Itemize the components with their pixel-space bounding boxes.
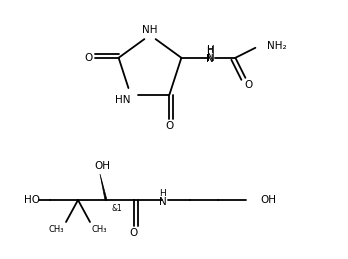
Text: O: O xyxy=(165,121,174,131)
Text: H: H xyxy=(160,189,166,198)
Text: NH: NH xyxy=(142,25,158,35)
Text: N: N xyxy=(159,197,167,207)
Text: H: H xyxy=(206,46,213,55)
Text: OH: OH xyxy=(94,161,110,171)
Text: HN: HN xyxy=(115,95,130,105)
Text: &1: &1 xyxy=(111,204,122,213)
Text: N: N xyxy=(206,54,213,64)
Text: N: N xyxy=(206,53,214,63)
Text: O: O xyxy=(85,53,93,63)
Text: HO: HO xyxy=(24,195,40,205)
Text: CH₃: CH₃ xyxy=(48,226,64,234)
Polygon shape xyxy=(100,174,107,200)
Text: NH₂: NH₂ xyxy=(267,41,287,51)
Text: CH₃: CH₃ xyxy=(92,226,108,234)
Text: O: O xyxy=(244,80,253,90)
Text: H: H xyxy=(206,45,214,55)
Text: OH: OH xyxy=(260,195,276,205)
Text: O: O xyxy=(130,228,138,238)
